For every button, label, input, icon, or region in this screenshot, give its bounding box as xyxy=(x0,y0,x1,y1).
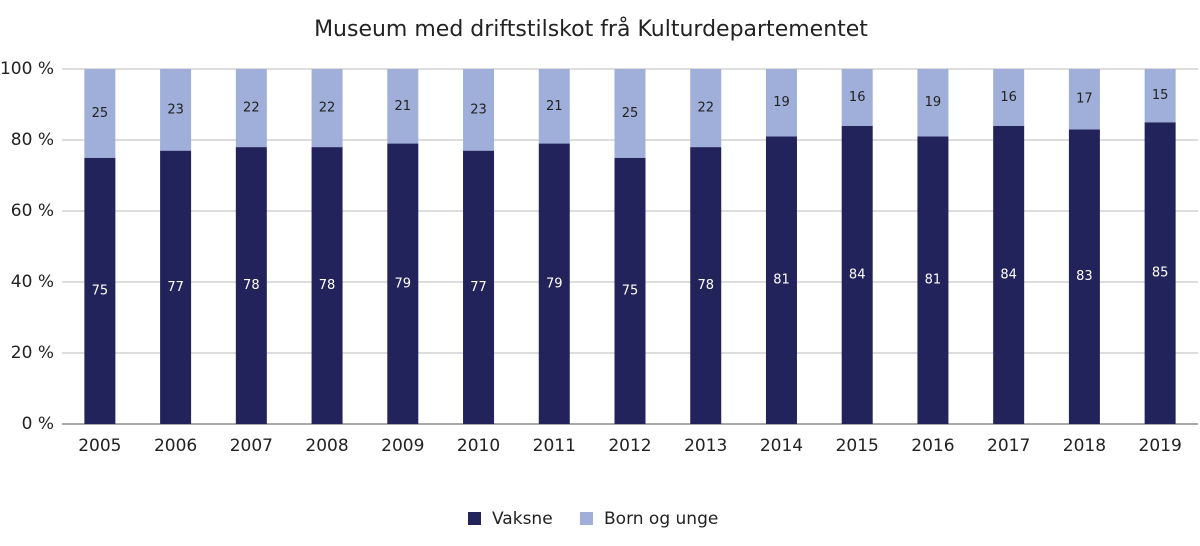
data-label: 79 xyxy=(546,276,563,291)
bar-segment xyxy=(614,157,646,424)
legend-label: Vaksne xyxy=(492,509,553,529)
data-label: 25 xyxy=(622,106,639,121)
bar-segment xyxy=(765,69,797,137)
bar-segment xyxy=(235,147,267,424)
bar-segment xyxy=(993,125,1025,425)
x-tick-label: 2018 xyxy=(1063,436,1106,456)
data-label: 19 xyxy=(925,95,942,110)
data-label: 81 xyxy=(925,273,942,288)
data-label: 79 xyxy=(395,276,412,291)
data-label: 15 xyxy=(1152,88,1169,103)
x-tick-label: 2012 xyxy=(608,436,651,456)
y-tick-label: 100 % xyxy=(0,59,54,79)
bar-segment xyxy=(614,69,646,158)
data-label: 84 xyxy=(849,267,866,282)
y-tick-label: 20 % xyxy=(11,343,54,363)
bar-segment xyxy=(917,69,949,137)
bar-segment xyxy=(463,69,495,151)
bar-segment xyxy=(1144,69,1176,123)
legend-swatch xyxy=(580,512,593,525)
bar-segment xyxy=(387,69,419,144)
bar-segment xyxy=(160,69,192,151)
data-label: 81 xyxy=(773,273,790,288)
x-tick-label: 2005 xyxy=(78,436,121,456)
data-label: 22 xyxy=(697,101,714,116)
bar-segment xyxy=(841,69,873,126)
bar-segment xyxy=(1144,122,1176,424)
x-tick-label: 2017 xyxy=(987,436,1030,456)
y-tick-label: 40 % xyxy=(11,272,54,292)
x-tick-label: 2009 xyxy=(381,436,424,456)
data-label: 21 xyxy=(546,99,563,114)
data-label: 23 xyxy=(470,102,487,117)
data-label: 17 xyxy=(1076,92,1093,107)
data-label: 22 xyxy=(243,101,260,116)
bar-segment xyxy=(765,136,797,424)
x-tick-label: 2014 xyxy=(760,436,803,456)
bar-segment xyxy=(463,150,495,424)
legend-swatch xyxy=(468,512,481,525)
x-tick-label: 2006 xyxy=(154,436,197,456)
data-label: 23 xyxy=(167,102,184,117)
data-label: 84 xyxy=(1000,267,1017,282)
bar-segment xyxy=(387,143,419,425)
data-label: 22 xyxy=(319,101,336,116)
bar-segment xyxy=(311,69,343,148)
y-tick-label: 60 % xyxy=(11,201,54,221)
data-label: 75 xyxy=(92,283,109,298)
x-tick-label: 2019 xyxy=(1139,436,1182,456)
data-label: 77 xyxy=(167,280,184,295)
data-label: 19 xyxy=(773,95,790,110)
bar-segment xyxy=(84,69,116,158)
y-tick-label: 0 % xyxy=(22,414,54,434)
bar-segment xyxy=(690,147,722,424)
data-label: 16 xyxy=(1000,90,1017,105)
bar-segment xyxy=(538,143,570,425)
bar-segment xyxy=(311,147,343,424)
data-label: 78 xyxy=(319,278,336,293)
x-tick-label: 2011 xyxy=(533,436,576,456)
chart-title: Museum med driftstilskot frå Kulturdepar… xyxy=(314,16,868,42)
bar-segment xyxy=(538,69,570,144)
bar-segment xyxy=(235,69,267,148)
data-label: 16 xyxy=(849,90,866,105)
y-tick-label: 80 % xyxy=(11,130,54,150)
data-label: 21 xyxy=(395,99,412,114)
data-label: 78 xyxy=(243,278,260,293)
bar-segment xyxy=(917,136,949,424)
data-label: 83 xyxy=(1076,269,1093,284)
bar-segment xyxy=(1068,69,1100,130)
x-tick-label: 2007 xyxy=(230,436,273,456)
bar-segment xyxy=(1068,129,1100,424)
x-tick-label: 2015 xyxy=(836,436,879,456)
x-tick-label: 2013 xyxy=(684,436,727,456)
x-tick-label: 2016 xyxy=(911,436,954,456)
data-label: 85 xyxy=(1152,266,1169,281)
x-tick-label: 2008 xyxy=(305,436,348,456)
bar-segment xyxy=(690,69,722,148)
legend-label: Born og unge xyxy=(604,509,718,529)
data-label: 78 xyxy=(697,278,714,293)
bar-segment xyxy=(841,125,873,425)
data-label: 25 xyxy=(92,106,109,121)
bar-segment xyxy=(993,69,1025,126)
x-tick-label: 2010 xyxy=(457,436,500,456)
data-label: 75 xyxy=(622,283,639,298)
bar-segment xyxy=(84,157,116,424)
data-label: 77 xyxy=(470,280,487,295)
bar-segment xyxy=(160,150,192,424)
